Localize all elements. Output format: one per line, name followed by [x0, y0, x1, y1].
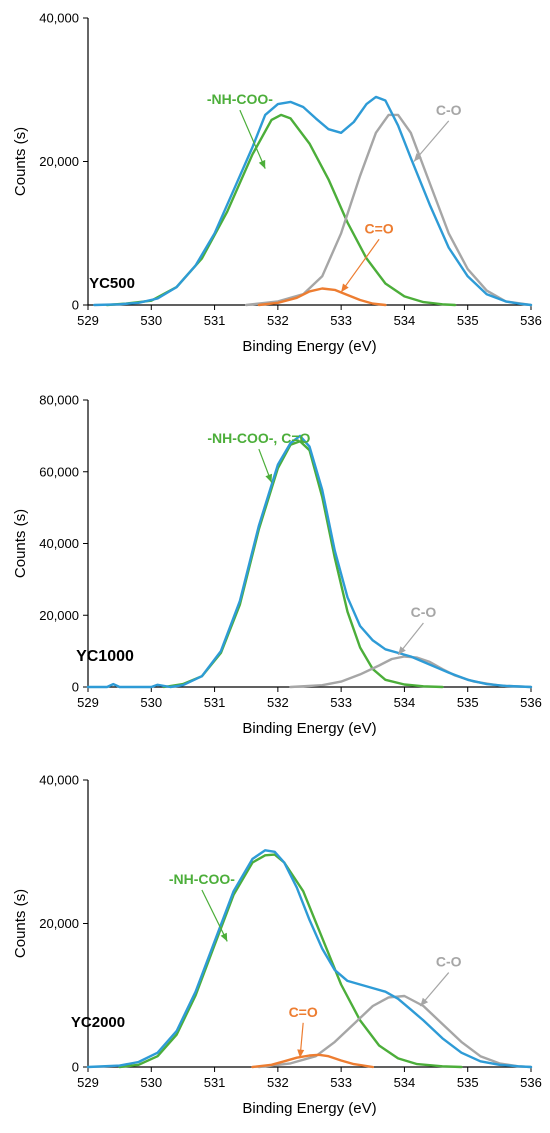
- annotation-label: C=O: [365, 220, 394, 236]
- annotation-leader: [413, 120, 450, 162]
- annotation-arrowhead: [420, 997, 429, 1006]
- y-tick-label: 0: [72, 1060, 79, 1075]
- y-tick-label: 60,000: [39, 464, 79, 479]
- y-tick-label: 40,000: [39, 536, 79, 551]
- chart-panel-yc1000: 529 530 531 532 533 534 535 536 0 20,000 40,000 60,…: [12, 393, 542, 738]
- annotation-label: -NH-COO-: [207, 91, 273, 107]
- annotation-arrowhead: [297, 1049, 305, 1058]
- annotation-label: C-O: [436, 102, 462, 118]
- x-tick-label: 530: [140, 1075, 162, 1090]
- series-line-total: [93, 95, 533, 307]
- annotation-leader: [239, 109, 266, 169]
- annotation-arrowhead: [398, 646, 406, 655]
- x-tick-label: 529: [77, 695, 99, 710]
- y-tick-label: 80,000: [39, 393, 79, 408]
- y-axis-title: Counts (s): [12, 127, 29, 196]
- x-tick-label: 534: [394, 695, 416, 710]
- x-tick-label: 534: [394, 1075, 416, 1090]
- y-tick-label: 40,000: [39, 11, 79, 26]
- series-line-c_eq_o: [251, 1053, 374, 1069]
- annotation-leader: [340, 238, 380, 293]
- annotation-label: C-O: [436, 954, 462, 970]
- annotation-label: C=O: [289, 1004, 318, 1020]
- x-tick-label: 533: [330, 313, 352, 328]
- sample-label: YC500: [89, 275, 135, 292]
- y-tick-label: 20,000: [39, 154, 79, 169]
- annotation-arrowhead: [413, 153, 422, 162]
- y-axis-title: Counts (s): [12, 509, 29, 578]
- series-line-c_o: [257, 994, 533, 1069]
- sample-label: YC1000: [76, 648, 134, 665]
- x-tick-label: 532: [267, 1075, 289, 1090]
- y-tick-label: 20,000: [39, 608, 79, 623]
- annotation-leader: [201, 889, 228, 942]
- annotation-label: -NH-COO-: [169, 871, 235, 887]
- x-tick-label: 535: [457, 695, 479, 710]
- x-tick-label: 533: [330, 1075, 352, 1090]
- annotation-label: C-O: [411, 604, 437, 620]
- x-tick-label: 531: [204, 1075, 226, 1090]
- annotation-label: -NH-COO-, C=O: [207, 430, 310, 446]
- series-line-c_eq_o: [257, 287, 387, 307]
- series-line-total: [86, 434, 533, 689]
- series-line-c_o: [289, 655, 533, 689]
- x-axis-title: Binding Energy (eV): [242, 720, 376, 737]
- x-axis-title: Binding Energy (eV): [242, 338, 376, 355]
- y-tick-label: 0: [72, 680, 79, 695]
- chart-panel-yc2000: 529 530 531 532 533 534 535 536 0 20,000 40,000 Bin…: [12, 773, 542, 1118]
- y-tick-label: 40,000: [39, 773, 79, 788]
- annotation-arrowhead: [258, 159, 266, 169]
- x-tick-label: 534: [394, 313, 416, 328]
- x-tick-label: 533: [330, 695, 352, 710]
- chart-panel-yc500: 529 530 531 532 533 534 535 536 0 20,000 40,000 Bin…: [12, 11, 542, 356]
- annotation-arrowhead: [220, 932, 228, 942]
- y-tick-label: 0: [72, 298, 79, 313]
- series-line-nh_coo: [105, 113, 457, 307]
- series-line-total: [86, 849, 533, 1069]
- x-axis-title: Binding Energy (eV): [242, 1100, 376, 1117]
- y-tick-label: 20,000: [39, 916, 79, 931]
- annotation-arrowhead: [265, 473, 272, 483]
- x-tick-label: 531: [204, 695, 226, 710]
- x-tick-label: 536: [520, 695, 542, 710]
- x-tick-label: 529: [77, 1075, 99, 1090]
- x-tick-label: 530: [140, 695, 162, 710]
- x-tick-label: 536: [520, 1075, 542, 1090]
- x-tick-label: 532: [267, 313, 289, 328]
- x-tick-label: 535: [457, 1075, 479, 1090]
- x-tick-label: 536: [520, 313, 542, 328]
- x-tick-label: 530: [140, 313, 162, 328]
- x-tick-label: 531: [204, 313, 226, 328]
- y-axis-title: Counts (s): [12, 889, 29, 958]
- series-line-c_o: [244, 113, 533, 307]
- sample-label: YC2000: [71, 1014, 125, 1031]
- x-tick-label: 532: [267, 695, 289, 710]
- annotation-arrowhead: [341, 283, 349, 293]
- x-tick-label: 535: [457, 313, 479, 328]
- x-tick-label: 529: [77, 313, 99, 328]
